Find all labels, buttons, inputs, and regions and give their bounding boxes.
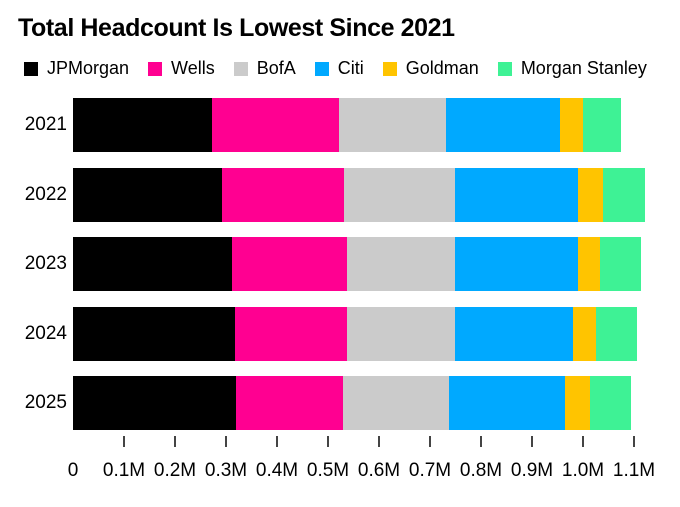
bar-segment-goldman bbox=[565, 376, 590, 430]
x-axis-label: 0.1M bbox=[102, 460, 146, 481]
x-axis-tick bbox=[480, 436, 482, 447]
stacked-bar bbox=[73, 98, 621, 152]
bar-segment-citi bbox=[454, 306, 573, 361]
x-axis-label: 0.6M bbox=[357, 460, 401, 481]
bar-row-2023: 2023 bbox=[0, 237, 680, 291]
bar-segment-bofa bbox=[338, 98, 447, 152]
bar-segment-jpmorgan bbox=[73, 98, 212, 152]
x-axis-tick bbox=[123, 436, 125, 447]
bar-segment-citi bbox=[446, 98, 560, 152]
x-axis-tick bbox=[378, 436, 380, 447]
bar-row-2021: 2021 bbox=[0, 98, 680, 152]
x-axis-tick bbox=[327, 436, 329, 447]
x-axis-tick bbox=[633, 436, 635, 447]
x-axis-tick bbox=[582, 436, 584, 447]
bar-segment-citi bbox=[454, 167, 579, 222]
stacked-bar bbox=[73, 167, 645, 222]
bar-segment-goldman bbox=[572, 306, 597, 361]
legend-label: Goldman bbox=[405, 58, 479, 78]
legend: JPMorgan Wells BofA Citi Goldman Morgan Stanl… bbox=[24, 58, 647, 79]
x-axis-tick bbox=[276, 436, 278, 447]
x-axis-label: 0 bbox=[67, 460, 79, 481]
bar-segment-bofa bbox=[347, 237, 455, 291]
legend-swatch-icon bbox=[382, 61, 397, 76]
bar-segment-morgan-stanley bbox=[589, 376, 632, 430]
x-axis-label: 0.7M bbox=[408, 460, 452, 481]
year-label: 2024 bbox=[24, 322, 67, 344]
legend-swatch-icon bbox=[233, 61, 248, 76]
bar-segment-wells bbox=[235, 376, 343, 430]
legend-label: BofA bbox=[256, 58, 296, 78]
x-axis-label: 1.1M bbox=[612, 460, 656, 481]
bar-segment-morgan-stanley bbox=[602, 167, 645, 222]
bar-row-2022: 2022 bbox=[0, 167, 680, 222]
year-label: 2023 bbox=[24, 253, 67, 274]
bar-segment-bofa bbox=[344, 167, 455, 222]
x-axis-label: 0.4M bbox=[255, 460, 299, 481]
bar-segment-bofa bbox=[347, 306, 455, 361]
year-label: 2025 bbox=[24, 392, 67, 413]
x-axis-tick bbox=[225, 436, 227, 447]
bar-segment-wells bbox=[234, 306, 348, 361]
x-axis-tick bbox=[531, 436, 533, 447]
bar-segment-goldman bbox=[577, 237, 601, 291]
bar-segment-jpmorgan bbox=[73, 237, 232, 291]
bar-segment-goldman bbox=[578, 167, 603, 222]
bar-segment-jpmorgan bbox=[73, 376, 236, 430]
x-axis-label: 0.9M bbox=[510, 460, 554, 481]
legend-label: JPMorgan bbox=[47, 58, 130, 78]
year-label: 2021 bbox=[24, 114, 67, 135]
x-axis-label: 0.3M bbox=[204, 460, 248, 481]
legend-label: Citi bbox=[337, 58, 364, 78]
legend-swatch-icon bbox=[148, 61, 163, 76]
bar-segment-jpmorgan bbox=[73, 167, 222, 222]
year-label: 2022 bbox=[24, 183, 67, 205]
legend-item-citi: Citi bbox=[314, 58, 364, 79]
bar-segment-wells bbox=[211, 98, 339, 152]
x-axis-label: 1.0M bbox=[561, 460, 605, 481]
x-axis-label: 0.5M bbox=[306, 460, 350, 481]
legend-item-wells: Wells bbox=[148, 58, 215, 79]
legend-item-goldman: Goldman bbox=[382, 58, 479, 79]
x-axis-tick bbox=[174, 436, 176, 447]
bar-segment-morgan-stanley bbox=[596, 306, 638, 361]
bar-segment-jpmorgan bbox=[73, 306, 235, 361]
x-axis-label: 0.2M bbox=[153, 460, 197, 481]
bar-row-2024: 2024 bbox=[0, 306, 680, 361]
stacked-bar bbox=[73, 237, 642, 291]
legend-item-bofa: BofA bbox=[233, 58, 296, 79]
bar-segment-wells bbox=[221, 167, 345, 222]
bar-row-2025: 2025 bbox=[0, 376, 680, 430]
bar-segment-morgan-stanley bbox=[600, 237, 642, 291]
legend-item-morgan-stanley: Morgan Stanley bbox=[497, 58, 647, 79]
x-axis-label: 0.8M bbox=[459, 460, 503, 481]
legend-swatch-icon bbox=[497, 61, 512, 76]
bar-segment-morgan-stanley bbox=[582, 98, 621, 152]
bar-segment-bofa bbox=[342, 376, 449, 430]
bar-segment-goldman bbox=[559, 98, 583, 152]
legend-swatch-icon bbox=[24, 61, 38, 76]
bar-segment-wells bbox=[231, 237, 348, 291]
legend-label: Wells bbox=[171, 58, 215, 78]
stacked-bar bbox=[73, 376, 632, 430]
legend-swatch-icon bbox=[314, 61, 329, 76]
stacked-bar bbox=[73, 306, 638, 361]
legend-item-jpmorgan: JPMorgan bbox=[24, 58, 129, 79]
chart-title: Total Headcount Is Lowest Since 2021 bbox=[18, 14, 455, 42]
bar-segment-citi bbox=[454, 237, 578, 291]
legend-label: Morgan Stanley bbox=[520, 58, 647, 78]
bar-segment-citi bbox=[448, 376, 566, 430]
x-axis-tick bbox=[429, 436, 431, 447]
